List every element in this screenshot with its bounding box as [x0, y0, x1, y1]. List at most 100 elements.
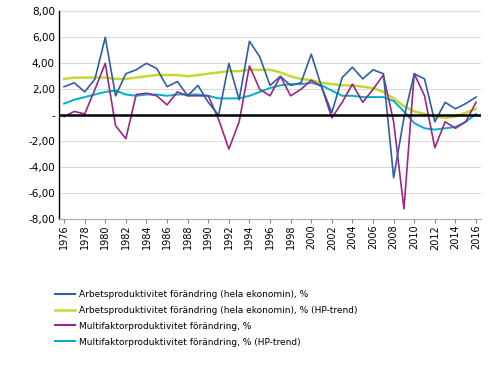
- Arbetsproduktivitet förändring (hela ekonomin), % (HP-trend): [61, 77, 67, 81]
- Arbetsproduktivitet förändring (hela ekonomin), % (HP-trend): [463, 110, 469, 115]
- Arbetsproduktivitet förändring (hela ekonomin), %: [411, 71, 417, 76]
- Arbetsproduktivitet förändring (hela ekonomin), % (HP-trend): [102, 75, 108, 80]
- Multifaktorproduktivitet förändring, % (HP-trend): [205, 93, 211, 98]
- Multifaktorproduktivitet förändring, % (HP-trend): [174, 92, 180, 97]
- Arbetsproduktivitet förändring (hela ekonomin), %: [370, 68, 376, 72]
- Multifaktorproduktivitet förändring, %: [112, 124, 118, 128]
- Multifaktorproduktivitet förändring, %: [277, 74, 283, 79]
- Multifaktorproduktivitet förändring, %: [370, 87, 376, 91]
- Arbetsproduktivitet förändring (hela ekonomin), %: [432, 119, 438, 124]
- Arbetsproduktivitet förändring (hela ekonomin), %: [123, 71, 129, 76]
- Arbetsproduktivitet förändring (hela ekonomin), %: [277, 74, 283, 79]
- Arbetsproduktivitet förändring (hela ekonomin), %: [82, 90, 87, 94]
- Multifaktorproduktivitet förändring, % (HP-trend): [71, 98, 77, 102]
- Arbetsproduktivitet förändring (hela ekonomin), % (HP-trend): [473, 107, 479, 111]
- Arbetsproduktivitet förändring (hela ekonomin), % (HP-trend): [432, 114, 438, 119]
- Multifaktorproduktivitet förändring, %: [92, 87, 98, 91]
- Arbetsproduktivitet förändring (hela ekonomin), %: [205, 100, 211, 105]
- Line: Multifaktorproduktivitet förändring, %: Multifaktorproduktivitet förändring, %: [64, 64, 476, 209]
- Multifaktorproduktivitet förändring, % (HP-trend): [401, 109, 407, 114]
- Arbetsproduktivitet förändring (hela ekonomin), % (HP-trend): [350, 83, 355, 88]
- Arbetsproduktivitet förändring (hela ekonomin), %: [71, 81, 77, 85]
- Arbetsproduktivitet förändring (hela ekonomin), % (HP-trend): [381, 90, 386, 94]
- Multifaktorproduktivitet förändring, % (HP-trend): [112, 88, 118, 93]
- Multifaktorproduktivitet förändring, %: [236, 119, 242, 124]
- Arbetsproduktivitet förändring (hela ekonomin), %: [185, 93, 191, 98]
- Arbetsproduktivitet förändring (hela ekonomin), % (HP-trend): [411, 109, 417, 114]
- Arbetsproduktivitet förändring (hela ekonomin), % (HP-trend): [288, 74, 294, 79]
- Arbetsproduktivitet förändring (hela ekonomin), %: [92, 77, 98, 81]
- Arbetsproduktivitet förändring (hela ekonomin), % (HP-trend): [205, 71, 211, 76]
- Arbetsproduktivitet förändring (hela ekonomin), % (HP-trend): [154, 73, 160, 77]
- Multifaktorproduktivitet förändring, % (HP-trend): [277, 83, 283, 88]
- Arbetsproduktivitet förändring (hela ekonomin), %: [391, 175, 397, 180]
- Multifaktorproduktivitet förändring, % (HP-trend): [453, 125, 459, 129]
- Arbetsproduktivitet förändring (hela ekonomin), % (HP-trend): [370, 86, 376, 90]
- Arbetsproduktivitet förändring (hela ekonomin), % (HP-trend): [453, 114, 459, 119]
- Multifaktorproduktivitet förändring, %: [102, 61, 108, 66]
- Arbetsproduktivitet förändring (hela ekonomin), %: [319, 84, 325, 89]
- Arbetsproduktivitet förändring (hela ekonomin), % (HP-trend): [298, 77, 304, 81]
- Multifaktorproduktivitet förändring, % (HP-trend): [257, 90, 263, 94]
- Multifaktorproduktivitet förändring, % (HP-trend): [442, 126, 448, 130]
- Multifaktorproduktivitet förändring, %: [411, 71, 417, 76]
- Arbetsproduktivitet förändring (hela ekonomin), %: [143, 61, 149, 66]
- Multifaktorproduktivitet förändring, % (HP-trend): [102, 90, 108, 94]
- Multifaktorproduktivitet förändring, %: [195, 93, 201, 98]
- Arbetsproduktivitet förändring (hela ekonomin), %: [442, 100, 448, 105]
- Multifaktorproduktivitet förändring, %: [339, 100, 345, 105]
- Multifaktorproduktivitet förändring, % (HP-trend): [360, 95, 366, 99]
- Multifaktorproduktivitet förändring, % (HP-trend): [246, 93, 252, 98]
- Multifaktorproduktivitet förändring, %: [226, 147, 232, 151]
- Multifaktorproduktivitet förändring, % (HP-trend): [463, 119, 469, 124]
- Arbetsproduktivitet förändring (hela ekonomin), %: [226, 61, 232, 66]
- Multifaktorproduktivitet förändring, % (HP-trend): [216, 96, 221, 101]
- Multifaktorproduktivitet förändring, % (HP-trend): [133, 93, 139, 98]
- Arbetsproduktivitet förändring (hela ekonomin), % (HP-trend): [112, 77, 118, 81]
- Multifaktorproduktivitet förändring, %: [216, 117, 221, 121]
- Multifaktorproduktivitet förändring, %: [298, 87, 304, 91]
- Line: Arbetsproduktivitet förändring (hela ekonomin), %: Arbetsproduktivitet förändring (hela eko…: [64, 37, 476, 178]
- Multifaktorproduktivitet förändring, %: [174, 90, 180, 94]
- Arbetsproduktivitet förändring (hela ekonomin), % (HP-trend): [319, 81, 325, 85]
- Arbetsproduktivitet förändring (hela ekonomin), % (HP-trend): [216, 70, 221, 75]
- Multifaktorproduktivitet förändring, %: [360, 100, 366, 105]
- Multifaktorproduktivitet förändring, % (HP-trend): [381, 95, 386, 99]
- Multifaktorproduktivitet förändring, %: [381, 73, 386, 77]
- Arbetsproduktivitet förändring (hela ekonomin), % (HP-trend): [92, 75, 98, 80]
- Arbetsproduktivitet förändring (hela ekonomin), %: [257, 54, 263, 59]
- Multifaktorproduktivitet förändring, %: [463, 119, 469, 124]
- Multifaktorproduktivitet förändring, % (HP-trend): [432, 127, 438, 132]
- Multifaktorproduktivitet förändring, % (HP-trend): [350, 93, 355, 98]
- Arbetsproduktivitet förändring (hela ekonomin), % (HP-trend): [339, 83, 345, 88]
- Multifaktorproduktivitet förändring, % (HP-trend): [195, 92, 201, 97]
- Multifaktorproduktivitet förändring, %: [123, 136, 129, 141]
- Multifaktorproduktivitet förändring, % (HP-trend): [329, 88, 335, 93]
- Arbetsproduktivitet förändring (hela ekonomin), %: [61, 84, 67, 89]
- Arbetsproduktivitet förändring (hela ekonomin), % (HP-trend): [185, 74, 191, 79]
- Multifaktorproduktivitet förändring, %: [164, 103, 170, 107]
- Arbetsproduktivitet förändring (hela ekonomin), % (HP-trend): [174, 73, 180, 77]
- Multifaktorproduktivitet förändring, %: [185, 93, 191, 98]
- Multifaktorproduktivitet förändring, % (HP-trend): [82, 95, 87, 99]
- Arbetsproduktivitet förändring (hela ekonomin), %: [298, 81, 304, 85]
- Multifaktorproduktivitet förändring, % (HP-trend): [308, 81, 314, 85]
- Multifaktorproduktivitet förändring, % (HP-trend): [164, 93, 170, 98]
- Multifaktorproduktivitet förändring, % (HP-trend): [473, 112, 479, 116]
- Arbetsproduktivitet förändring (hela ekonomin), %: [381, 71, 386, 76]
- Arbetsproduktivitet förändring (hela ekonomin), % (HP-trend): [246, 68, 252, 72]
- Arbetsproduktivitet förändring (hela ekonomin), % (HP-trend): [442, 116, 448, 120]
- Arbetsproduktivitet förändring (hela ekonomin), %: [473, 95, 479, 99]
- Multifaktorproduktivitet förändring, % (HP-trend): [370, 95, 376, 99]
- Multifaktorproduktivitet förändring, %: [267, 93, 273, 98]
- Multifaktorproduktivitet förändring, % (HP-trend): [123, 92, 129, 97]
- Multifaktorproduktivitet förändring, % (HP-trend): [226, 96, 232, 101]
- Multifaktorproduktivitet förändring, %: [319, 84, 325, 89]
- Arbetsproduktivitet förändring (hela ekonomin), %: [174, 79, 180, 84]
- Line: Multifaktorproduktivitet förändring, % (HP-trend): Multifaktorproduktivitet förändring, % (…: [64, 83, 476, 130]
- Multifaktorproduktivitet förändring, % (HP-trend): [288, 82, 294, 87]
- Arbetsproduktivitet förändring (hela ekonomin), % (HP-trend): [277, 70, 283, 75]
- Arbetsproduktivitet förändring (hela ekonomin), %: [288, 83, 294, 88]
- Arbetsproduktivitet förändring (hela ekonomin), % (HP-trend): [329, 82, 335, 87]
- Arbetsproduktivitet förändring (hela ekonomin), %: [236, 98, 242, 102]
